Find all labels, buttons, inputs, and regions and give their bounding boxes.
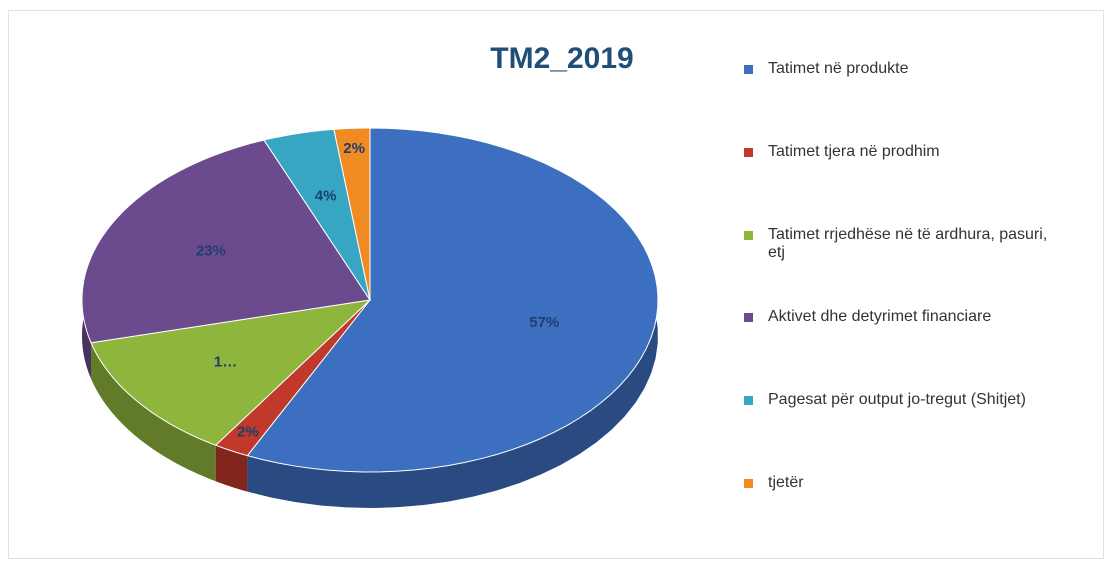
slice-side — [247, 128, 658, 508]
legend-label: Tatimet në produkte — [768, 60, 909, 77]
slice-side-shade — [215, 445, 248, 492]
legend-label: Tatimet tjera në prodhim — [768, 143, 940, 160]
chart-frame — [8, 10, 1104, 559]
legend-item: Tatimet në produkte — [744, 60, 1104, 143]
legend-label: Aktivet dhe detyrimet financiare — [768, 308, 992, 325]
legend-swatch — [744, 65, 753, 74]
legend-item: tjetër — [744, 474, 1104, 557]
legend-label: Pagesat për output jo-tregut (Shitjet) — [768, 391, 1026, 408]
data-label: 2% — [237, 424, 259, 441]
slice-side-shade — [91, 342, 216, 482]
data-label: 4% — [315, 188, 337, 205]
slice-side — [91, 342, 216, 482]
slice — [263, 128, 371, 301]
slice-side — [215, 445, 248, 492]
data-label: 1… — [214, 354, 237, 371]
legend-item: Aktivet dhe detyrimet financiare — [744, 308, 1104, 391]
legend-item: Tatimet tjera në prodhim — [744, 143, 1104, 226]
slice — [214, 299, 371, 457]
legend-swatch — [744, 148, 753, 157]
data-label: 57% — [529, 314, 559, 331]
legend: Tatimet në produkte Tatimet tjera në prod… — [744, 60, 1104, 557]
data-label: 23% — [196, 243, 226, 260]
slice-side-shade — [247, 128, 658, 508]
legend-swatch — [744, 231, 753, 240]
legend-swatch — [744, 396, 753, 405]
slice — [333, 127, 371, 301]
legend-item: Pagesat për output jo-tregut (Shitjet) — [744, 391, 1104, 474]
slice — [246, 127, 659, 473]
data-label: 2% — [343, 140, 365, 157]
legend-label: Tatimet rrjedhëse në të ardhura, pasuri,… — [768, 226, 1048, 261]
legend-swatch — [744, 313, 753, 322]
legend-item: Tatimet rrjedhëse në të ardhura, pasuri,… — [744, 226, 1104, 308]
chart-title: TM2_2019 — [490, 42, 633, 75]
slice — [81, 139, 371, 344]
legend-label: tjetër — [768, 474, 804, 491]
slice — [90, 299, 372, 446]
legend-swatch — [744, 479, 753, 488]
